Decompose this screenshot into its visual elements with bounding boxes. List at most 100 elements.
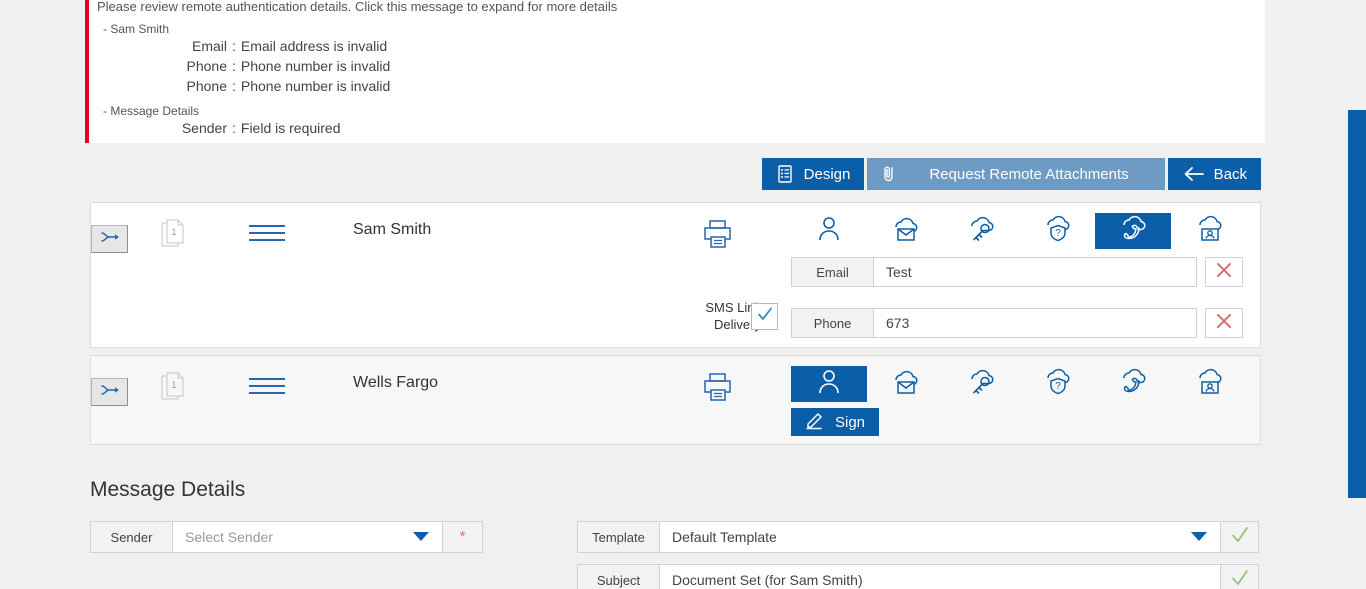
contact-email-input[interactable]: Test [874,257,1197,287]
sender-required-indicator: * [443,521,483,553]
design-button-label: Design [803,165,851,183]
person-action-button[interactable] [791,213,867,249]
svg-text:1: 1 [171,227,176,237]
sign-button-label: Sign [835,413,866,431]
contact-label: Email [791,257,874,287]
print-button[interactable] [701,370,735,409]
back-button-label: Back [1213,165,1247,183]
document-stack-icon: 1 [159,372,189,410]
alert-error-message: Email address is invalid [240,38,388,54]
alert-group-title: - Message Details [103,104,200,118]
cloud-key-action-button[interactable] [943,366,1019,402]
chevron-down-icon [1188,529,1210,546]
alert-error-row: Sender : Field is required [97,118,1265,138]
cloud-knowledge-action-button[interactable]: ? [1019,366,1095,402]
contact-label: Phone [791,308,874,338]
subject-valid-indicator [1221,564,1259,589]
document-count-icon[interactable]: 1 [159,219,189,258]
hamburger-menu-icon [249,378,285,394]
recipient-row: 1 Sam Smith [90,202,1261,348]
alert-error-separator: : [232,78,236,94]
cloud-key-action-button[interactable] [943,213,1019,249]
recipient-name: Wells Fargo [353,374,439,391]
arrow-left-icon [1182,165,1206,183]
remove-contact-button[interactable] [1205,257,1243,287]
alert-error-label: Phone [186,78,227,94]
cloud-email-icon [887,366,923,403]
person-icon [815,367,843,402]
sign-button[interactable]: Sign [791,408,880,436]
action-toolbar: Design Request Remote Attachments Back [0,158,1261,190]
template-select[interactable]: Default Template [660,521,1221,553]
print-button[interactable] [701,217,735,256]
sender-select-value: Select Sender [185,529,273,545]
check-icon [1230,525,1250,550]
expand-arrow-icon [98,229,122,250]
template-label: Template [577,521,660,553]
request-remote-attachments-button[interactable]: Request Remote Attachments [867,158,1165,190]
remove-contact-button[interactable] [1205,308,1243,338]
document-count-icon[interactable]: 1 [159,372,189,411]
cloud-shield-question-icon: ? [1039,213,1075,250]
cloud-phone-action-button[interactable] [1095,366,1171,402]
check-icon [1230,568,1250,589]
chevron-down-icon [410,529,432,546]
cloud-knowledge-action-button[interactable]: ? [1019,213,1095,249]
alert-error-message: Phone number is invalid [240,58,391,74]
cloud-id-badge-icon [1191,366,1227,403]
check-icon [756,305,774,328]
sender-label: Sender [90,521,173,553]
cloud-id-action-button[interactable] [1171,213,1247,249]
alert-error-separator: : [232,120,236,136]
subject-input[interactable]: Document Set (for Sam Smith) [660,564,1221,589]
remove-x-icon [1214,311,1234,336]
pen-sign-icon [805,410,827,434]
alert-error-label: Sender [181,120,227,136]
cloud-id-badge-icon [1191,213,1227,250]
recipient-action-icons: ? [791,366,1247,402]
cloud-phone-icon [1115,213,1151,250]
svg-text:1: 1 [171,380,176,390]
document-stack-icon: 1 [159,219,189,257]
printer-icon [701,220,735,255]
svg-text:?: ? [1055,228,1061,239]
cloud-email-action-button[interactable] [867,366,943,402]
expand-collapse-button[interactable] [91,225,128,253]
alert-error-message: Phone number is invalid [240,78,391,94]
sms-link-delivery-label: SMS Link Delivery [705,300,761,332]
recipient-action-icons: ? [791,213,1247,249]
template-select-value: Default Template [672,529,777,545]
cloud-key-icon [963,366,999,403]
expand-collapse-button[interactable] [91,378,128,406]
vertical-scrollbar-thumb[interactable] [1348,110,1366,498]
back-button[interactable]: Back [1167,158,1261,190]
person-icon [815,214,843,249]
person-action-button[interactable] [791,366,867,402]
sms-link-delivery-checkbox[interactable] [751,303,778,330]
page-title: Message Details [90,478,246,501]
validation-alert[interactable]: Please review remote authentication deta… [85,0,1265,143]
contact-phone-input[interactable]: 673 [874,308,1197,338]
document-list-icon [776,164,796,184]
alert-error-label: Phone [186,58,227,74]
required-asterisk: * [459,528,466,545]
sender-field-row: Sender Select Sender * [90,521,483,553]
cloud-id-action-button[interactable] [1171,366,1247,402]
row-menu-button[interactable] [249,225,285,246]
row-menu-button[interactable] [249,378,285,399]
svg-text:?: ? [1055,381,1061,392]
template-field-row: Template Default Template [577,521,1259,553]
subject-field-row: Subject Document Set (for Sam Smith) [577,564,1259,589]
alert-error-separator: : [232,58,236,74]
cloud-email-icon [887,213,923,250]
hamburger-menu-icon [249,225,285,241]
design-button[interactable]: Design [761,158,865,190]
cloud-email-action-button[interactable] [867,213,943,249]
alert-error-row: Phone : Phone number is invalid [97,56,1265,76]
sender-select[interactable]: Select Sender [173,521,443,553]
cloud-phone-action-button[interactable] [1095,213,1171,249]
contact-field-phone: Phone 673 [791,308,1243,338]
alert-error-row: Phone : Phone number is invalid [97,76,1265,96]
alert-group-title: - Sam Smith [103,22,170,36]
